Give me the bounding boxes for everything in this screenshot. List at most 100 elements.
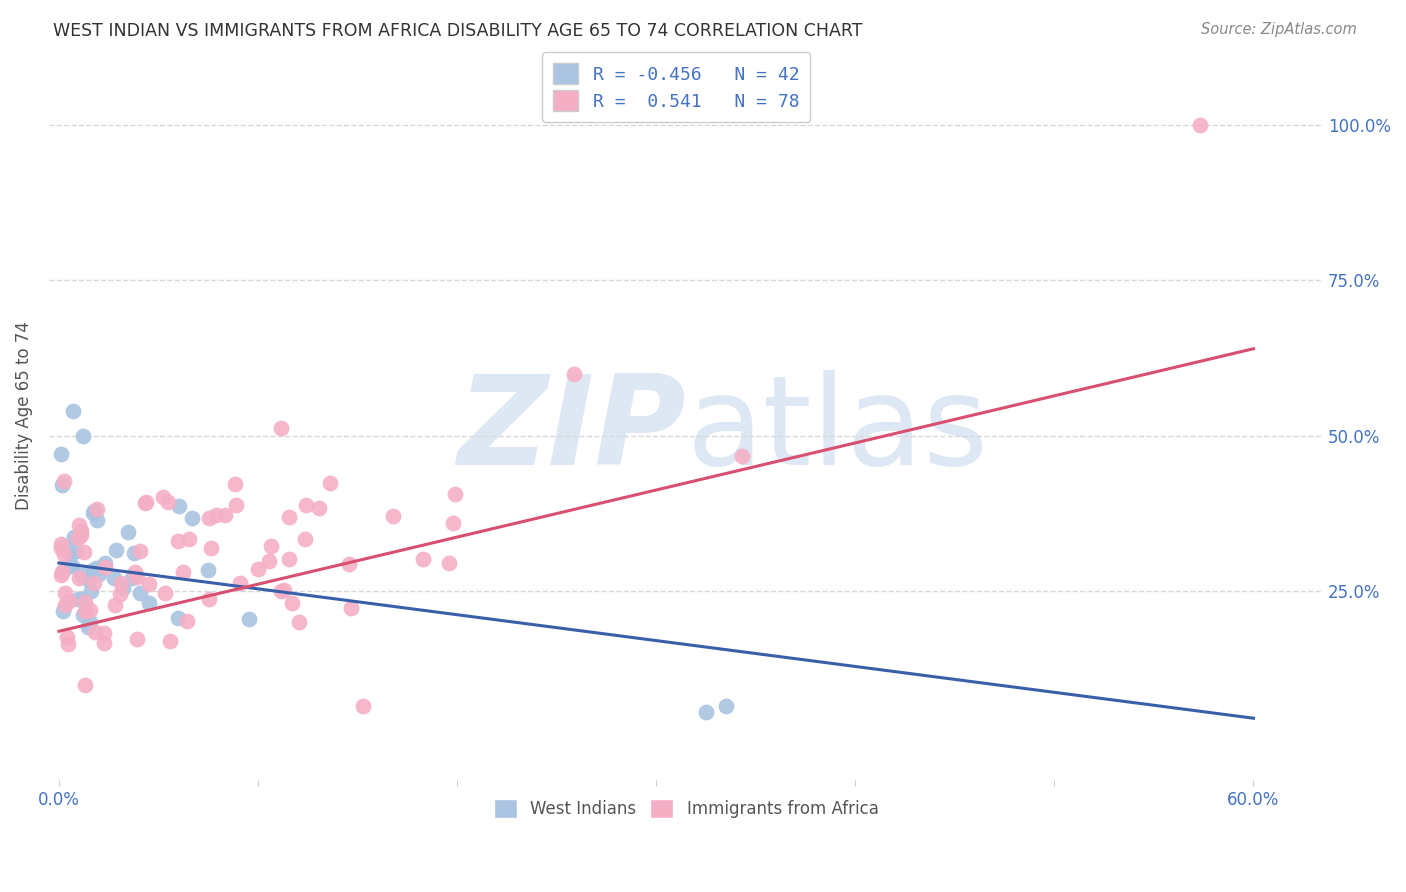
Point	[87, 567, 110, 582]
Point	[80, 584, 103, 599]
Point	[65, 543, 87, 558]
Point	[129, 585, 152, 599]
Point	[59, 547, 82, 561]
Point	[1188, 118, 1211, 132]
Point	[73, 545, 96, 559]
Point	[52, 604, 75, 618]
Text: ZIP: ZIP	[457, 369, 686, 491]
Point	[125, 570, 148, 584]
Point	[444, 487, 467, 501]
Point	[224, 476, 246, 491]
Point	[93, 556, 115, 570]
Point	[70, 524, 93, 538]
Point	[72, 428, 94, 442]
Text: atlas: atlas	[686, 369, 988, 491]
Point	[56, 637, 79, 651]
Point	[260, 539, 283, 553]
Point	[73, 678, 96, 692]
Point	[93, 626, 115, 640]
Point	[382, 509, 405, 524]
Point	[76, 619, 98, 633]
Point	[49, 536, 72, 550]
Point	[53, 598, 76, 612]
Point	[270, 583, 292, 598]
Point	[294, 532, 316, 546]
Point	[67, 532, 90, 546]
Point	[135, 495, 157, 509]
Point	[238, 612, 260, 626]
Point	[153, 586, 176, 600]
Point	[66, 591, 89, 606]
Point	[152, 490, 174, 504]
Point	[49, 447, 72, 461]
Point	[60, 559, 83, 574]
Point	[412, 552, 434, 566]
Point	[62, 404, 84, 418]
Point	[84, 625, 107, 640]
Point	[562, 367, 585, 381]
Point	[225, 498, 247, 512]
Point	[295, 498, 318, 512]
Point	[111, 581, 134, 595]
Point	[121, 571, 143, 585]
Point	[82, 563, 104, 577]
Point	[79, 602, 101, 616]
Point	[59, 558, 82, 572]
Point	[63, 530, 86, 544]
Point	[86, 513, 108, 527]
Point	[257, 554, 280, 568]
Point	[167, 533, 190, 548]
Point	[198, 511, 221, 525]
Point	[214, 508, 236, 523]
Point	[229, 576, 252, 591]
Point	[70, 592, 93, 607]
Point	[156, 495, 179, 509]
Point	[49, 541, 72, 556]
Point	[55, 539, 77, 553]
Point	[172, 566, 194, 580]
Point	[53, 586, 76, 600]
Point	[84, 560, 107, 574]
Point	[82, 506, 104, 520]
Point	[72, 608, 94, 623]
Point	[247, 562, 270, 576]
Point	[167, 499, 190, 513]
Point	[94, 559, 117, 574]
Point	[277, 552, 299, 566]
Point	[67, 571, 90, 585]
Point	[200, 541, 222, 556]
Point	[339, 601, 361, 615]
Point	[70, 567, 93, 582]
Point	[204, 508, 226, 522]
Y-axis label: Disability Age 65 to 74: Disability Age 65 to 74	[15, 321, 32, 510]
Point	[273, 582, 295, 597]
Point	[73, 595, 96, 609]
Point	[58, 594, 80, 608]
Point	[70, 527, 93, 541]
Point	[181, 510, 204, 524]
Point	[52, 564, 75, 578]
Point	[129, 544, 152, 558]
Point	[86, 502, 108, 516]
Point	[83, 576, 105, 591]
Point	[51, 478, 73, 492]
Point	[197, 592, 219, 607]
Point	[79, 615, 101, 629]
Point	[122, 546, 145, 560]
Point	[138, 577, 160, 591]
Point	[138, 596, 160, 610]
Point	[77, 573, 100, 587]
Point	[83, 504, 105, 518]
Point	[319, 476, 342, 491]
Point	[339, 558, 361, 572]
Point	[104, 542, 127, 557]
Point	[104, 599, 127, 613]
Point	[270, 421, 292, 435]
Point	[277, 510, 299, 524]
Point	[103, 571, 125, 585]
Point	[176, 615, 198, 629]
Point	[714, 698, 737, 713]
Point	[159, 633, 181, 648]
Point	[51, 566, 73, 580]
Legend: West Indians, Immigrants from Africa: West Indians, Immigrants from Africa	[485, 791, 887, 827]
